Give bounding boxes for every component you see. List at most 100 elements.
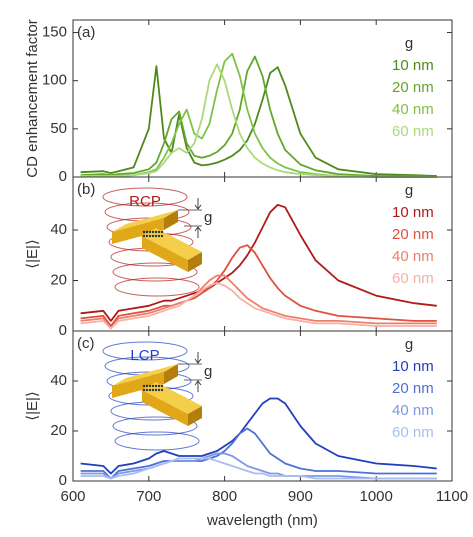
molecule: [142, 388, 146, 392]
inset-illustration: RCP g: [102, 187, 212, 297]
legend-title: g: [405, 336, 413, 353]
molecule: [154, 384, 158, 388]
gap-arrow: [194, 352, 202, 392]
data-line: [80, 63, 437, 178]
helix-loop: [112, 262, 198, 282]
panel-label: (c): [77, 335, 95, 352]
plot-frame: [72, 330, 453, 482]
gold-bar-top: [112, 210, 178, 232]
x-axis-label: wavelength (nm): [206, 512, 318, 529]
y-tick-label: 0: [59, 322, 67, 339]
legend-entry: 60 nm: [392, 424, 434, 441]
molecule: [151, 388, 155, 392]
gap-label: g: [204, 363, 212, 380]
gap-label: g: [204, 209, 212, 226]
y-axis-label: ⟨|E|⟩: [24, 239, 41, 269]
legend-entry: 40 nm: [392, 402, 434, 419]
molecule: [157, 388, 161, 392]
inset-illustration: LCP g: [102, 341, 212, 451]
data-line: [80, 282, 437, 330]
legend-title: g: [405, 182, 413, 199]
legend-entry: 10 nm: [392, 57, 434, 74]
x-tick-label: 1100: [436, 488, 468, 505]
polarization-label: LCP: [130, 347, 159, 364]
data-line: [80, 457, 437, 480]
molecule: [151, 234, 155, 238]
legend-entry: 60 nm: [392, 270, 434, 287]
data-line: [80, 203, 437, 322]
gold-bar-front: [112, 218, 164, 244]
legend-entry: 20 nm: [392, 226, 434, 243]
gold-bar-side: [188, 406, 202, 426]
x-tick-label: 900: [288, 488, 313, 505]
legend-entry: 20 nm: [392, 380, 434, 397]
legend-entry: 10 nm: [392, 358, 434, 375]
data-line: [80, 274, 437, 330]
molecule: [151, 384, 155, 388]
x-tick-label: 1000: [360, 488, 393, 505]
molecule: [160, 388, 164, 392]
gold-bar-front: [112, 372, 164, 398]
molecule: [160, 384, 164, 388]
data-line: [80, 397, 437, 475]
gold-bar-side: [164, 210, 178, 230]
molecule: [145, 230, 149, 234]
legend-entry: 10 nm: [392, 204, 434, 221]
legend-entry: 20 nm: [392, 79, 434, 96]
gold-bar-front: [142, 236, 188, 272]
polarization-label: RCP: [129, 193, 161, 210]
molecule: [151, 230, 155, 234]
y-tick-label: 0: [59, 472, 67, 489]
molecule: [157, 230, 161, 234]
legend-title: g: [405, 35, 413, 52]
molecule: [154, 230, 158, 234]
data-line: [80, 65, 437, 177]
y-tick-label: 100: [42, 72, 67, 89]
helix-loop: [102, 187, 188, 207]
molecule: [157, 384, 161, 388]
molecule: [160, 234, 164, 238]
molecule: [142, 384, 146, 388]
molecule: [148, 234, 152, 238]
molecule: [142, 230, 146, 234]
molecule: [157, 234, 161, 238]
y-tick-label: 50: [50, 120, 67, 137]
molecule: [145, 388, 149, 392]
legend-entry: 60 nm: [392, 123, 434, 140]
data-line: [80, 52, 437, 178]
molecule: [148, 388, 152, 392]
y-axis-label: CD enhancement factor: [24, 19, 41, 177]
gold-bar-side: [188, 252, 202, 272]
molecule: [154, 388, 158, 392]
y-tick-label: 20: [50, 271, 67, 288]
molecule: [148, 384, 152, 388]
x-tick-label: 700: [136, 488, 161, 505]
legend-entry: 40 nm: [392, 101, 434, 118]
data-line: [80, 244, 437, 327]
y-tick-label: 40: [50, 372, 67, 389]
y-tick-label: 40: [50, 221, 67, 238]
y-axis-label: ⟨|E|⟩: [24, 391, 41, 421]
panel-label: (a): [77, 24, 95, 41]
molecule: [145, 384, 149, 388]
gold-bar-front: [142, 390, 188, 426]
helix-loop: [114, 277, 200, 297]
helix-loop: [102, 341, 188, 361]
data-line: [80, 452, 437, 480]
legend-entry: 40 nm: [392, 248, 434, 265]
data-line: [80, 55, 437, 178]
panel-label: (b): [77, 181, 95, 198]
gold-bar-top: [112, 364, 178, 386]
gap-arrow: [194, 198, 202, 238]
x-tick-label: 800: [212, 488, 237, 505]
y-tick-label: 20: [50, 422, 67, 439]
x-tick-label: 600: [60, 488, 85, 505]
molecule: [145, 234, 149, 238]
y-tick-label: 150: [42, 23, 67, 40]
molecule: [154, 234, 158, 238]
gold-bar-side: [164, 364, 178, 384]
molecule: [142, 234, 146, 238]
helix-loop: [114, 431, 200, 451]
molecule: [160, 230, 164, 234]
